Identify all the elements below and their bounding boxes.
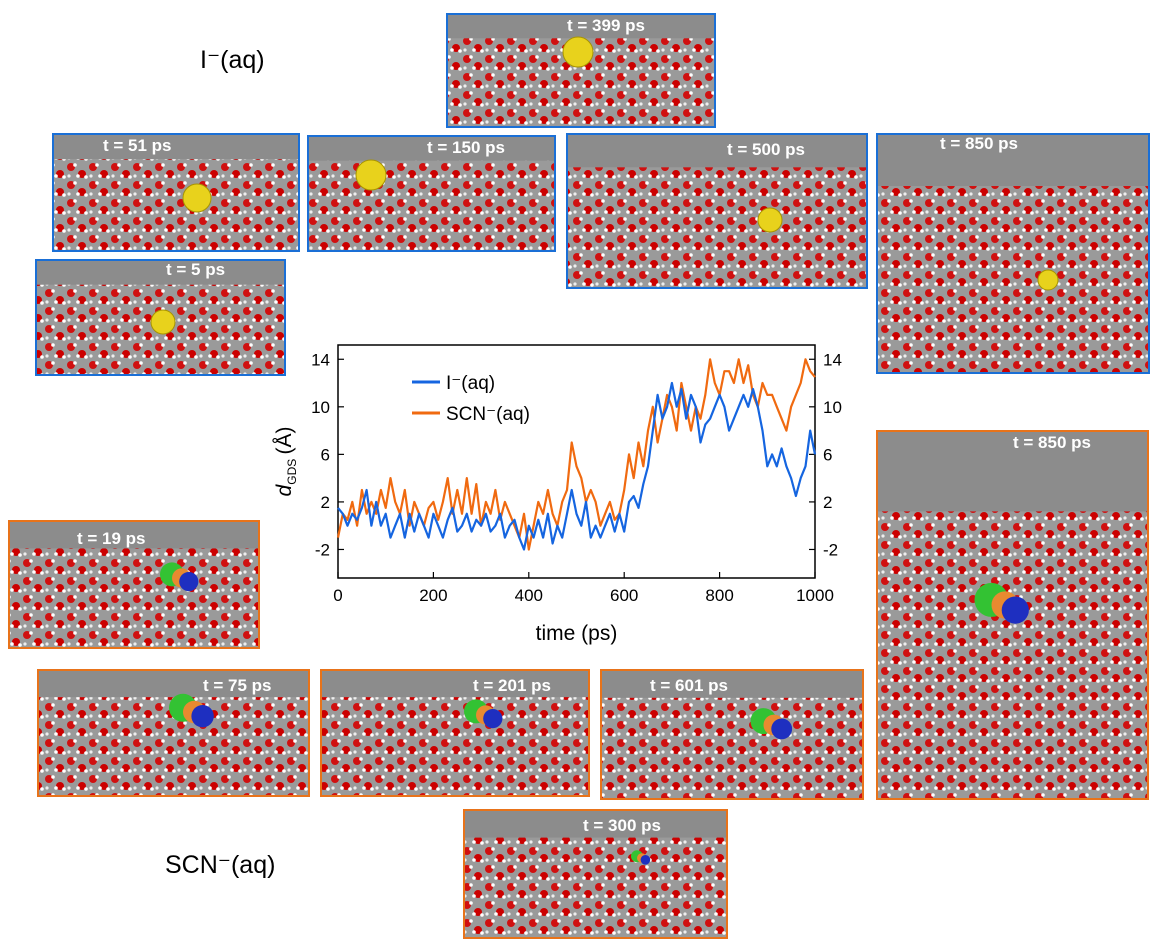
snapshot-frame: [600, 669, 864, 800]
snapshot-frame: [463, 809, 728, 939]
thiocyanate-label: SCN⁻(aq): [165, 851, 275, 879]
snapshot-label: t = 150 ps: [427, 138, 505, 157]
y-tick-label: 2: [321, 493, 330, 512]
snapshot-label: t = 399 ps: [567, 16, 645, 35]
data-line: [336, 358, 816, 551]
iodide-ion: [562, 36, 594, 68]
iodide-ion: [150, 309, 176, 335]
y-label-unit: (Å): [273, 427, 296, 455]
iodide-ion: [355, 159, 387, 191]
y-tick-label: 14: [311, 350, 330, 369]
snapshot-frame: [876, 430, 1149, 800]
x-tick-label: 400: [515, 586, 543, 605]
snapshot-frame: [566, 133, 868, 289]
x-axis-label: time (ps): [536, 622, 618, 645]
snapshot-water: [307, 160, 556, 252]
snapshot-label: t = 51 ps: [103, 136, 172, 155]
snapshot-water: [876, 511, 1149, 800]
iodide-ion: [1037, 269, 1059, 291]
snapshot-frame: [320, 669, 590, 797]
nitrogen-atom: [640, 855, 651, 865]
snapshot-label: t = 500 ps: [727, 140, 805, 159]
y-label-symbol: d: [273, 483, 296, 496]
snapshot-label: t = 850 ps: [940, 134, 1018, 153]
legend-label: I⁻(aq): [446, 373, 495, 394]
snapshot-label: t = 19 ps: [77, 529, 146, 548]
snapshot-water: [52, 159, 300, 252]
snapshot-frame: [307, 135, 556, 252]
nitrogen-atom: [771, 718, 793, 740]
snapshot-water: [320, 697, 590, 797]
snapshot-frame: [37, 669, 310, 797]
snapshot-label: t = 601 ps: [650, 676, 728, 695]
snapshot-water: [876, 186, 1150, 374]
nitrogen-atom: [191, 705, 214, 728]
x-tick-label: 200: [419, 586, 447, 605]
iodide-label: I⁻(aq): [200, 46, 265, 74]
x-tick-label: 0: [333, 586, 342, 605]
nitrogen-atom: [1001, 596, 1029, 624]
y-axis-label: dGDS (Å): [273, 427, 299, 497]
snapshot-label: t = 300 ps: [583, 816, 661, 835]
x-tick-label: 1000: [796, 586, 834, 605]
snapshot-frame: [876, 133, 1150, 374]
data-line: [337, 381, 817, 551]
nitrogen-atom: [483, 709, 503, 729]
snapshot-water: [566, 167, 868, 289]
snapshot-label: t = 201 ps: [473, 676, 551, 695]
y-tick-label: 6: [321, 445, 330, 464]
snapshot-water: [8, 548, 260, 649]
y-label-subscript: GDS: [285, 459, 299, 485]
snapshot-frame: [8, 520, 260, 649]
snapshot-label: t = 75 ps: [203, 676, 272, 695]
snapshot-frame: [35, 259, 286, 376]
y2-tick-label: 2: [823, 493, 832, 512]
y2-tick-label: 6: [823, 445, 832, 464]
x-tick-label: 800: [705, 586, 733, 605]
snapshot-frame: [52, 133, 300, 252]
y2-tick-label: 10: [823, 398, 842, 417]
legend-label: SCN⁻(aq): [446, 404, 530, 425]
snapshot-label: t = 5 ps: [166, 260, 225, 279]
y2-tick-label: -2: [823, 540, 838, 559]
iodide-ion: [757, 207, 783, 233]
nitrogen-atom: [179, 572, 199, 592]
snapshot-water: [463, 837, 728, 939]
y-tick-label: -2: [315, 540, 330, 559]
x-tick-label: 600: [610, 586, 638, 605]
iodide-ion: [182, 183, 212, 213]
y-tick-label: 10: [311, 398, 330, 417]
y2-tick-label: 14: [823, 350, 842, 369]
snapshot-water: [600, 697, 864, 800]
snapshot-frame: [446, 13, 716, 128]
snapshot-label: t = 850 ps: [1013, 433, 1091, 452]
